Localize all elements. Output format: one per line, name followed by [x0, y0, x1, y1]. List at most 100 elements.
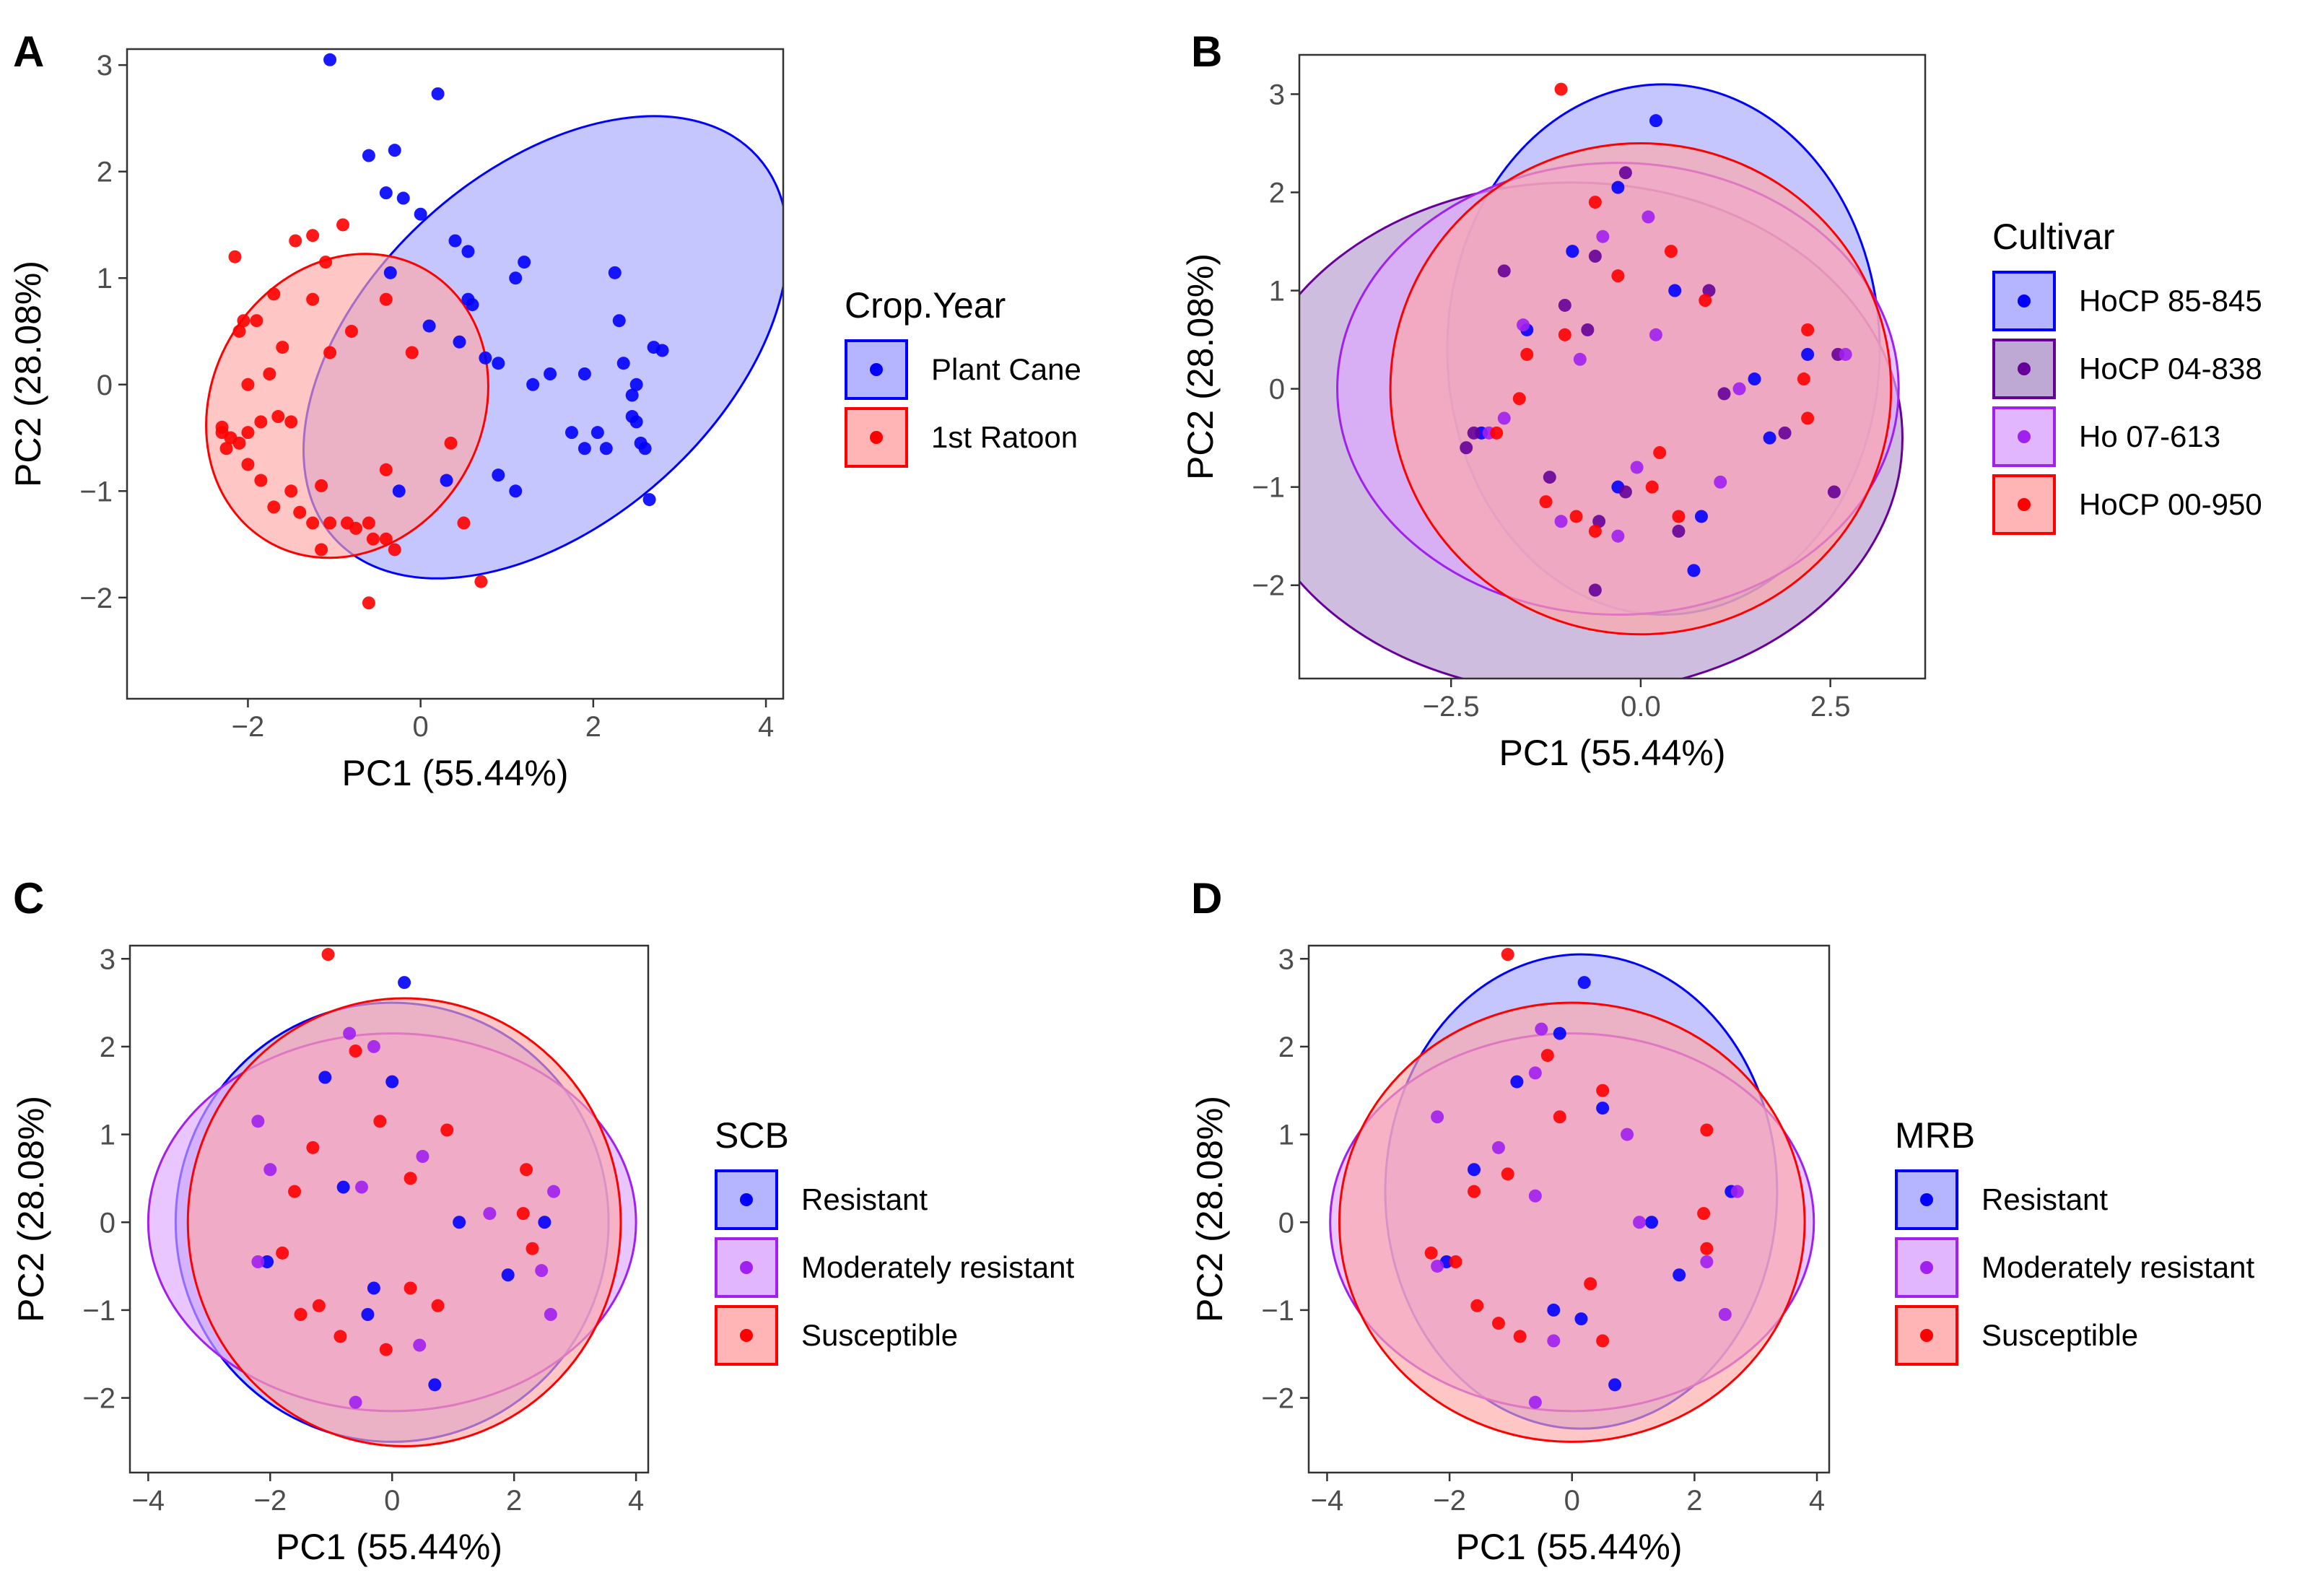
data-point [1468, 1185, 1481, 1198]
data-point [1468, 1163, 1481, 1177]
data-point [1611, 529, 1625, 543]
legend-title: Cultivar [1992, 217, 2114, 257]
data-point [349, 1045, 362, 1058]
data-point [366, 532, 380, 546]
data-point [577, 442, 591, 455]
data-point [1700, 1255, 1714, 1268]
data-point [289, 234, 302, 248]
data-point [1588, 196, 1602, 209]
data-point [1528, 1066, 1542, 1080]
legend: Crop.Year Plant Cane 1st Ratoon [845, 285, 1081, 468]
data-point [261, 1255, 274, 1268]
data-point [1642, 210, 1655, 224]
y-axis-label: PC2 (28.08%) [1190, 1096, 1230, 1322]
legend-title: Crop.Year [845, 285, 1006, 326]
data-point [1558, 328, 1571, 341]
data-point [1748, 372, 1761, 386]
data-point [1501, 948, 1514, 961]
data-point [616, 357, 630, 370]
data-point [306, 516, 320, 530]
data-point [526, 378, 540, 391]
data-point [414, 207, 427, 221]
data-point [333, 1330, 347, 1343]
data-point [1668, 284, 1682, 297]
data-point [1697, 1207, 1711, 1221]
data-point [1801, 323, 1815, 336]
data-point [1558, 298, 1571, 312]
x-tick-label: 4 [1809, 1485, 1825, 1517]
plot-area [147, 948, 637, 1447]
data-point [1611, 269, 1625, 283]
data-point [343, 1026, 357, 1040]
data-point [1513, 1330, 1527, 1343]
data-point [294, 1308, 308, 1321]
legend-item: Moderately resistant [1895, 1237, 2254, 1298]
data-point [383, 266, 397, 279]
x-axis-label: PC1 (55.44%) [1499, 733, 1725, 773]
legend-label: Plant Cane [931, 352, 1081, 386]
data-point [1687, 564, 1701, 577]
data-point [1460, 441, 1473, 455]
plot-border [128, 944, 650, 1474]
data-point [544, 367, 557, 380]
data-point [1569, 510, 1583, 523]
data-point [1501, 1167, 1514, 1181]
data-point [254, 415, 268, 429]
data-point [404, 1281, 417, 1295]
y-axis-label: PC2 (28.08%) [11, 1096, 51, 1322]
y-tick-label: −1 [1261, 1295, 1294, 1327]
data-point [1547, 1303, 1561, 1317]
data-point [547, 1185, 561, 1198]
legend-item: Susceptible [1895, 1305, 2138, 1366]
data-point [599, 442, 613, 455]
data-point [323, 346, 337, 359]
data-point [1672, 510, 1686, 523]
y-tick-label: 1 [97, 263, 113, 295]
panel-b: B −2.5 0.0 2.5 −2 −1 0 1 2 3 PC1 (55.44%) PC2 (28.0… [1180, 27, 2262, 773]
data-point [1588, 249, 1602, 263]
data-point [1497, 411, 1511, 425]
data-point [1653, 446, 1667, 460]
data-point [361, 1308, 375, 1321]
data-point [319, 256, 333, 269]
data-point [271, 410, 285, 424]
x-tick-label: 0 [384, 1485, 400, 1517]
data-point [404, 1172, 417, 1185]
legend-label: Susceptible [801, 1318, 958, 1352]
confidence-ellipse [205, 253, 489, 559]
data-point [428, 1378, 442, 1392]
confidence-ellipse [186, 997, 622, 1447]
data-point [1801, 347, 1815, 361]
data-point [1497, 264, 1511, 278]
data-point [448, 234, 462, 248]
data-point [461, 245, 475, 258]
data-point [1732, 382, 1746, 396]
data-point [642, 493, 656, 507]
data-point [1633, 1216, 1647, 1229]
data-point [538, 1216, 551, 1229]
data-point [398, 976, 411, 990]
data-point [479, 351, 492, 365]
x-tick-label: 2 [506, 1485, 522, 1517]
data-point [1491, 1317, 1505, 1330]
plot-area [1299, 82, 1904, 679]
y-tick-label: 3 [100, 943, 115, 975]
data-point [288, 1185, 302, 1198]
legend-key-point [2018, 430, 2031, 443]
data-point [1801, 411, 1815, 425]
x-tick-label: 0 [1564, 1485, 1580, 1517]
data-point [1588, 524, 1602, 538]
legend-item: HoCP 04-838 [1992, 339, 2262, 399]
y-axis-label: PC2 (28.08%) [8, 261, 48, 487]
data-point [362, 149, 375, 162]
y-tick-label: 3 [97, 50, 113, 82]
data-point [405, 346, 419, 359]
y-tick-label: 0 [1269, 374, 1285, 406]
data-point [251, 1115, 265, 1128]
data-point [1553, 1110, 1566, 1124]
data-point [520, 1163, 533, 1177]
plot-border [126, 48, 785, 700]
data-point [638, 442, 652, 455]
legend-title: MRB [1895, 1115, 1975, 1156]
legend-label: Moderately resistant [801, 1250, 1074, 1284]
